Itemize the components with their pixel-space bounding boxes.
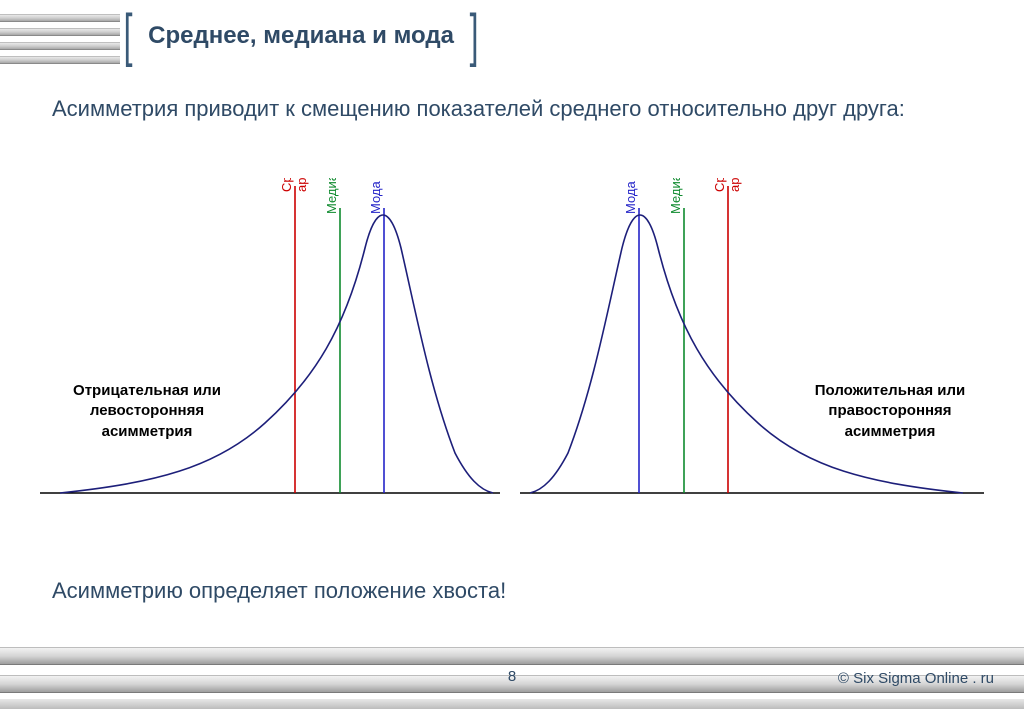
left-skew-l3: асимметрия	[102, 423, 193, 440]
footer-bar-1	[0, 647, 1024, 665]
left-median-label: Медиана	[324, 178, 339, 214]
footer-bar-3	[0, 699, 1024, 709]
left-skew-l2: левосторонняя	[90, 402, 204, 419]
right-mode-label: Мода	[623, 180, 638, 214]
right-median-label: Медиана	[668, 178, 683, 214]
right-skew-l1: Положительная или	[815, 382, 965, 399]
left-mode-label: Мода	[368, 180, 383, 214]
conclusion-paragraph: Асимметрию определяет положение хвоста!	[52, 576, 506, 606]
right-mean-label2: арифметическое	[727, 178, 742, 192]
right-skew-l2: правосторонняя	[828, 402, 951, 419]
right-skew-caption: Положительная или правосторонняя асимметри…	[790, 381, 990, 442]
right-distribution-curve	[530, 215, 963, 493]
slide-title: Среднее, медиана и мода	[136, 22, 466, 50]
right-skew-l3: асимметрия	[845, 423, 936, 440]
right-mean-label: Среднее	[712, 178, 727, 192]
left-skew-l1: Отрицательная или	[73, 382, 221, 399]
bracket-left-icon: [	[124, 12, 133, 60]
left-distribution-curve	[60, 215, 493, 493]
left-mean-label: Среднее	[279, 178, 294, 192]
left-skew-caption: Отрицательная или левосторонняя асимметрия	[52, 381, 242, 442]
bracket-right-icon: ]	[470, 12, 479, 60]
slide-title-wrap: [ Среднее, медиана и мода ]	[120, 8, 482, 64]
header-stripes	[0, 14, 120, 70]
left-mean-label2: арифметическое	[294, 178, 309, 192]
copyright: © Six Sigma Online . ru	[838, 670, 994, 687]
intro-paragraph: Асимметрия приводит к смещению показател…	[52, 94, 905, 124]
skew-chart: СреднееарифметическоеМедианаМодаМодаМеди…	[30, 178, 990, 548]
skew-chart-svg: СреднееарифметическоеМедианаМодаМодаМеди…	[30, 178, 990, 548]
